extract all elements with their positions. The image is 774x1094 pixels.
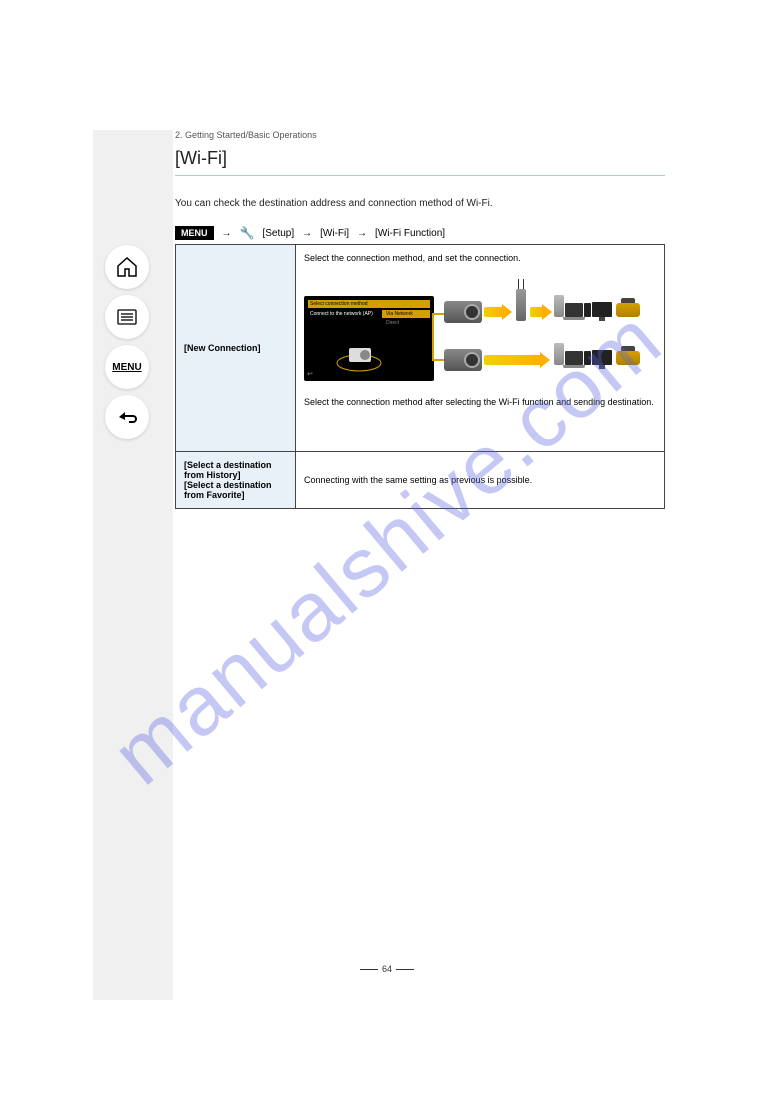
home-icon — [115, 255, 139, 279]
screen-row1-left: Connect to the network (AP) — [308, 310, 382, 318]
router-icon — [516, 289, 526, 321]
breadcrumb: 2. Getting Started/Basic Operations — [175, 130, 665, 140]
screen-row1-right: Via Network — [382, 310, 430, 318]
device-cluster-top — [554, 295, 640, 317]
connector-bottom — [432, 359, 444, 361]
smartphone-icon — [584, 303, 591, 317]
back-icon — [115, 405, 139, 429]
camera-menu-screenshot: Select connection method Connect to the … — [304, 296, 434, 381]
menu-label: MENU — [112, 362, 141, 373]
arrow-1: → — [222, 228, 232, 239]
arrow-3 — [484, 355, 542, 365]
page-title: [Wi-Fi] — [175, 148, 665, 169]
connection-diagram: Select connection method Connect to the … — [304, 271, 644, 391]
table-row: [Select a destination from History] [Sel… — [176, 452, 665, 509]
setup-label: [Setup] — [262, 228, 294, 239]
device-cluster-bottom — [554, 343, 640, 365]
arrow-1 — [484, 307, 504, 317]
page-number: 64 — [356, 964, 418, 974]
list-button[interactable] — [105, 295, 149, 339]
screen-row2-right: Direct — [382, 319, 430, 327]
connector-top — [434, 313, 444, 315]
printer-icon — [616, 351, 640, 365]
phone-icon — [554, 343, 564, 365]
camera-icon-top — [444, 301, 482, 323]
phone-icon — [554, 295, 564, 317]
row1-label: [New Connection] — [176, 245, 296, 452]
wifi-label: [Wi-Fi] — [320, 228, 349, 239]
table-row: [New Connection] Select the connection m… — [176, 245, 665, 452]
camera-icon-bottom — [444, 349, 482, 371]
menu-path: MENU → 🔧 [Setup] → [Wi-Fi] → [Wi-Fi Func… — [175, 226, 665, 240]
laptop-icon — [565, 303, 583, 317]
monitor-icon — [592, 302, 612, 317]
screen-header: Select connection method — [308, 300, 430, 308]
arrow-2 — [530, 307, 544, 317]
row1-bottom-text: Select the connection method after selec… — [304, 397, 656, 407]
list-icon — [115, 305, 139, 329]
screen-camera-icon — [334, 338, 384, 373]
row1-desc: Select the connection method, and set th… — [296, 245, 665, 452]
page-content: 2. Getting Started/Basic Operations [Wi-… — [175, 130, 665, 509]
printer-icon — [616, 303, 640, 317]
arrow-3: → — [357, 228, 367, 239]
arrow-2: → — [302, 228, 312, 239]
laptop-icon — [565, 351, 583, 365]
menu-button[interactable]: MENU — [105, 345, 149, 389]
home-button[interactable] — [105, 245, 149, 289]
row2-label: [Select a destination from History] [Sel… — [176, 452, 296, 509]
function-label: [Wi-Fi Function] — [375, 228, 445, 239]
settings-table: [New Connection] Select the connection m… — [175, 244, 665, 509]
connector-vertical — [432, 313, 434, 361]
back-button[interactable] — [105, 395, 149, 439]
title-rule — [175, 175, 665, 176]
menu-badge: MENU — [175, 226, 214, 240]
sidebar-button-group: MENU — [105, 245, 160, 439]
wrench-icon: 🔧 — [240, 226, 255, 240]
intro-text: You can check the destination address an… — [175, 196, 665, 211]
row2-desc: Connecting with the same setting as prev… — [296, 452, 665, 509]
back-icon-small: ↩ — [307, 370, 313, 378]
smartphone-icon — [584, 351, 591, 365]
row1-top-text: Select the connection method, and set th… — [304, 253, 656, 263]
monitor-icon — [592, 350, 612, 365]
